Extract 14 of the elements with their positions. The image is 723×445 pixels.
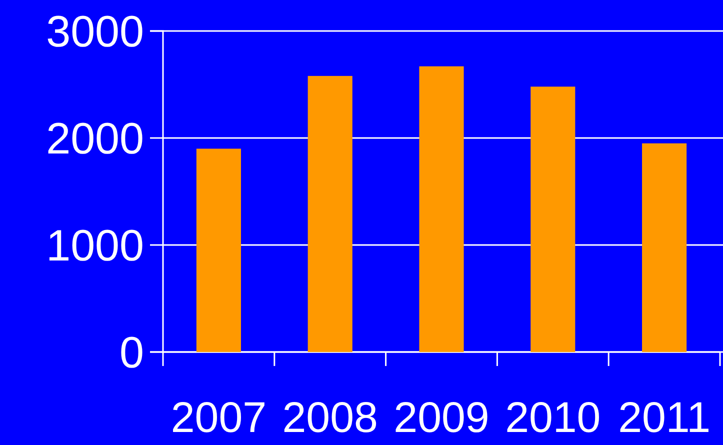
- y-tick-label: 0: [120, 328, 144, 378]
- bar: [642, 143, 687, 352]
- bar: [308, 76, 352, 352]
- x-tick-label: 2009: [394, 394, 490, 442]
- bar: [419, 66, 464, 352]
- bar: [196, 148, 241, 352]
- x-tick-label: 2010: [505, 394, 601, 442]
- y-tick-label: 2000: [46, 114, 144, 164]
- bar: [530, 86, 576, 352]
- x-tick-label: 2011: [618, 394, 711, 442]
- x-tick-label: 2008: [282, 394, 378, 442]
- x-tick-label: 2007: [170, 394, 267, 442]
- y-tick-label: 3000: [46, 7, 144, 56]
- y-tick-label: 1000: [46, 221, 144, 270]
